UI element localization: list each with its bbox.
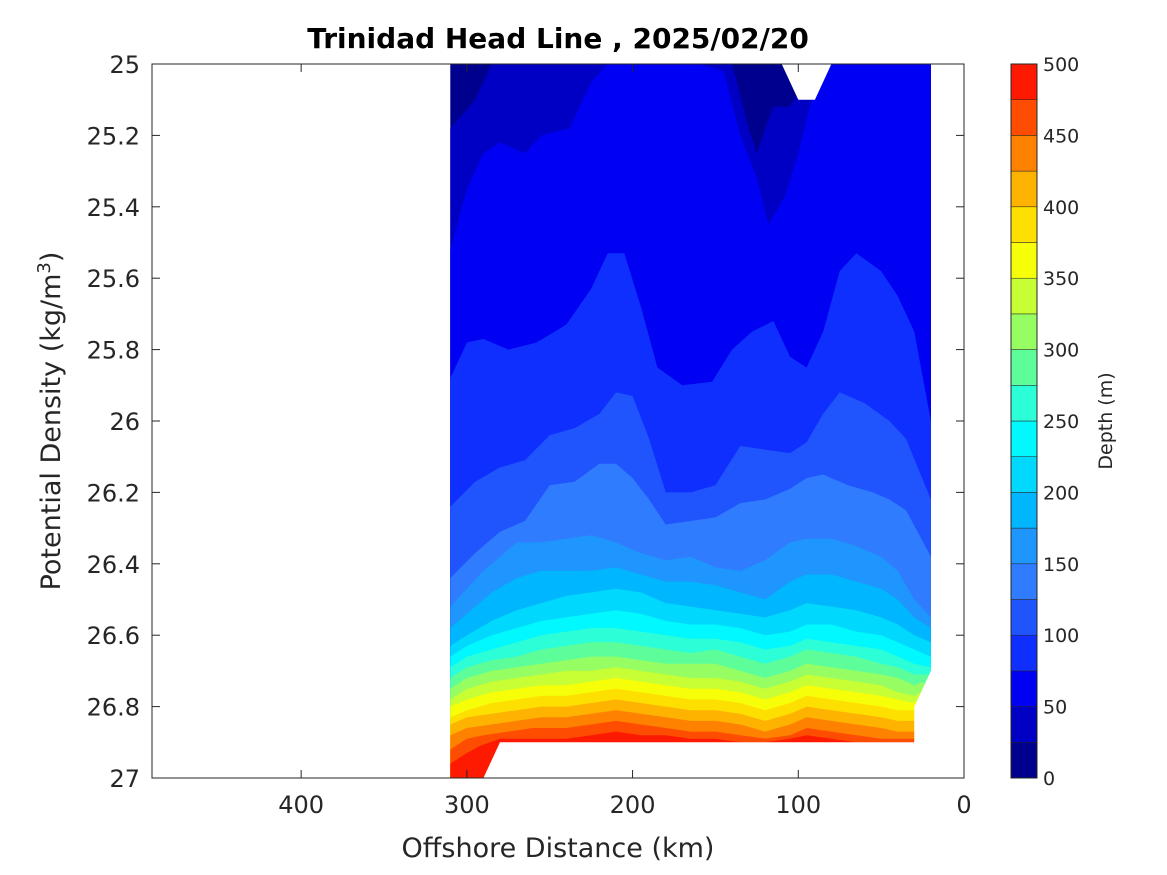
colorbar-swatch [1010,242,1038,279]
colorbar-swatch [1010,349,1038,386]
y-tick-label: 26.8 [87,694,140,722]
colorbar-label: Depth (m) [1095,372,1117,469]
colorbar-swatch [1010,742,1038,779]
y-tick-label: 25.2 [87,122,140,150]
colorbar-tick-label: 0 [1043,768,1055,790]
colorbar-tick-label: 450 [1043,125,1079,147]
chart-title: Trinidad Head Line , 2025/02/20 [307,22,809,55]
y-tick-label: 25 [109,51,140,79]
colorbar-swatch [1010,599,1038,636]
no-data-mask-layer [483,64,964,778]
colorbar-swatch [1010,706,1038,743]
colorbar-swatch [1010,527,1038,565]
colorbar-swatch [1010,420,1038,457]
colorbar-tick-label: 500 [1043,54,1079,76]
x-tick-label: 100 [775,791,821,819]
colorbar-tick-label: 150 [1043,554,1079,576]
colorbar-swatch [1010,277,1038,315]
y-tick-label: 27 [109,765,140,793]
colorbar-swatch [1010,563,1038,600]
x-tick-label: 0 [956,791,971,819]
colorbar-tick-label: 200 [1043,482,1079,504]
y-axis-label-close: ) [36,252,67,263]
no-data-region-top-notch [781,64,832,100]
colorbar-swatch [1010,63,1038,100]
colorbar-swatch [1010,135,1038,172]
y-tick-label: 26.2 [87,479,140,507]
x-tick-label: 400 [278,791,324,819]
y-tick-label: 25.6 [87,265,140,293]
no-data-region-lower-right [483,635,964,778]
y-axis-label: Potential Density (kg/m3) [34,252,68,591]
colorbar-swatch [1010,170,1038,208]
y-axis-label-main: Potential Density (kg/m [36,274,67,591]
colorbar-swatch [1010,313,1038,350]
x-tick-label: 300 [444,791,490,819]
colorbar-tick-label: 100 [1043,625,1079,647]
colorbar-swatch [1010,670,1038,707]
colorbar-swatch [1010,99,1038,136]
colorbar-tick-label: 50 [1043,697,1067,719]
colorbar-swatch [1010,456,1038,493]
colorbar-tick-label: 300 [1043,340,1079,362]
y-tick-label: 25.8 [87,337,140,365]
y-axis-label-superscript: 3 [34,262,55,273]
x-axis-label: Offshore Distance (km) [402,833,715,864]
y-tick-label: 26.4 [87,551,140,579]
y-tick-label: 26.6 [87,622,140,650]
colorbar-swatch [1010,385,1038,422]
colorbar-tick-label: 250 [1043,411,1079,433]
colorbar-tick-label: 400 [1043,197,1079,219]
colorbar-swatch [1010,492,1038,529]
y-axis-ticks: 25 25.2 25.4 25.6 25.8 26 26.2 26.4 26.6 26.8 27 [87,51,964,793]
y-tick-label: 26 [109,408,140,436]
x-axis-ticks: 400 300 200 100 0 [278,64,972,819]
contour-fill-layer [450,64,931,778]
colorbar-frame [1010,63,1038,779]
colorbar-swatch [1010,206,1038,243]
colorbar-tick-label: 350 [1043,268,1079,290]
colorbar-swatch [1010,634,1038,672]
y-tick-label: 25.4 [87,194,140,222]
colorbar: 0 50 100 150 200 250 300 350 400 450 500 [1010,54,1079,790]
x-tick-label: 200 [610,791,656,819]
